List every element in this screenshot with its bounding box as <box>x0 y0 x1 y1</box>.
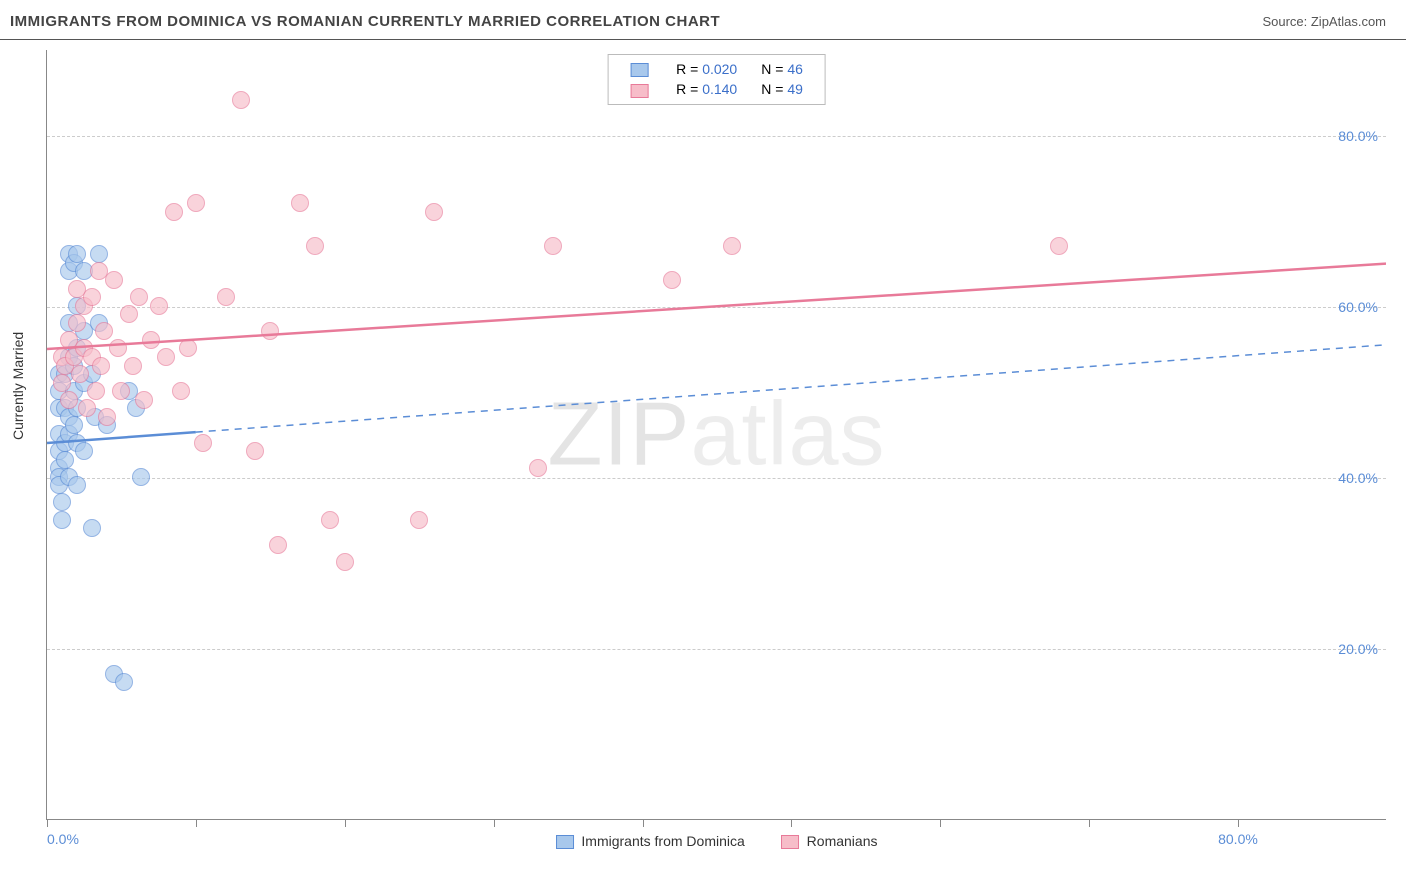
legend-row-dominica: R = 0.020N = 46 <box>618 59 815 79</box>
scatter-point-romanians <box>529 459 547 477</box>
scatter-point-romanians <box>723 237 741 255</box>
x-tick <box>643 819 644 827</box>
x-tick <box>47 819 48 827</box>
scatter-point-dominica <box>90 245 108 263</box>
legend-row-romanians: R = 0.140N = 49 <box>618 79 815 99</box>
scatter-point-romanians <box>544 237 562 255</box>
scatter-point-romanians <box>157 348 175 366</box>
scatter-point-romanians <box>336 553 354 571</box>
scatter-point-romanians <box>1050 237 1068 255</box>
y-tick-label: 60.0% <box>1338 299 1378 315</box>
scatter-point-romanians <box>291 194 309 212</box>
scatter-point-romanians <box>83 288 101 306</box>
scatter-point-romanians <box>109 339 127 357</box>
x-tick <box>494 819 495 827</box>
scatter-point-dominica <box>115 673 133 691</box>
scatter-point-dominica <box>56 451 74 469</box>
trendline-dominica-dashed <box>196 345 1386 432</box>
scatter-point-romanians <box>217 288 235 306</box>
scatter-point-romanians <box>112 382 130 400</box>
gridline <box>47 136 1386 137</box>
scatter-point-romanians <box>142 331 160 349</box>
scatter-point-romanians <box>425 203 443 221</box>
gridline <box>47 307 1386 308</box>
scatter-point-romanians <box>78 399 96 417</box>
scatter-point-romanians <box>53 374 71 392</box>
scatter-point-romanians <box>663 271 681 289</box>
scatter-point-romanians <box>187 194 205 212</box>
y-axis-title: Currently Married <box>10 332 26 440</box>
scatter-point-romanians <box>321 511 339 529</box>
x-tick <box>345 819 346 827</box>
scatter-point-romanians <box>87 382 105 400</box>
scatter-point-dominica <box>68 245 86 263</box>
scatter-point-romanians <box>410 511 428 529</box>
scatter-point-romanians <box>194 434 212 452</box>
legend-item-dominica: Immigrants from Dominica <box>556 833 745 849</box>
x-tick-label: 80.0% <box>1218 831 1258 847</box>
watermark: ZIPatlas <box>547 383 885 486</box>
scatter-point-dominica <box>65 416 83 434</box>
gridline <box>47 649 1386 650</box>
y-tick-label: 40.0% <box>1338 470 1378 486</box>
scatter-point-romanians <box>232 91 250 109</box>
x-tick <box>1238 819 1239 827</box>
x-tick-label: 0.0% <box>47 831 79 847</box>
scatter-point-dominica <box>53 511 71 529</box>
scatter-point-dominica <box>68 476 86 494</box>
x-tick <box>1089 819 1090 827</box>
scatter-point-romanians <box>71 365 89 383</box>
scatter-point-romanians <box>150 297 168 315</box>
source-label: Source: ZipAtlas.com <box>1262 14 1386 29</box>
scatter-point-romanians <box>120 305 138 323</box>
scatter-point-dominica <box>75 442 93 460</box>
chart-plot-area: ZIPatlas R = 0.020N = 46R = 0.140N = 49 … <box>46 50 1386 820</box>
scatter-point-dominica <box>53 493 71 511</box>
scatter-point-romanians <box>95 322 113 340</box>
scatter-point-romanians <box>68 314 86 332</box>
scatter-point-romanians <box>261 322 279 340</box>
scatter-point-romanians <box>172 382 190 400</box>
scatter-point-romanians <box>130 288 148 306</box>
scatter-point-romanians <box>92 357 110 375</box>
scatter-point-romanians <box>165 203 183 221</box>
y-tick-label: 80.0% <box>1338 128 1378 144</box>
gridline <box>47 478 1386 479</box>
scatter-point-dominica <box>83 519 101 537</box>
scatter-point-romanians <box>135 391 153 409</box>
scatter-point-dominica <box>132 468 150 486</box>
scatter-point-romanians <box>105 271 123 289</box>
chart-title: IMMIGRANTS FROM DOMINICA VS ROMANIAN CUR… <box>10 13 720 30</box>
x-tick <box>791 819 792 827</box>
scatter-point-romanians <box>60 391 78 409</box>
scatter-point-romanians <box>179 339 197 357</box>
y-tick-label: 20.0% <box>1338 641 1378 657</box>
scatter-point-romanians <box>269 536 287 554</box>
scatter-point-romanians <box>124 357 142 375</box>
scatter-point-romanians <box>306 237 324 255</box>
x-tick <box>940 819 941 827</box>
legend-item-romanians: Romanians <box>781 833 878 849</box>
x-tick <box>196 819 197 827</box>
scatter-point-romanians <box>98 408 116 426</box>
correlation-legend: R = 0.020N = 46R = 0.140N = 49 <box>607 54 826 105</box>
scatter-point-romanians <box>246 442 264 460</box>
series-legend: Immigrants from Dominica Romanians <box>538 833 896 849</box>
